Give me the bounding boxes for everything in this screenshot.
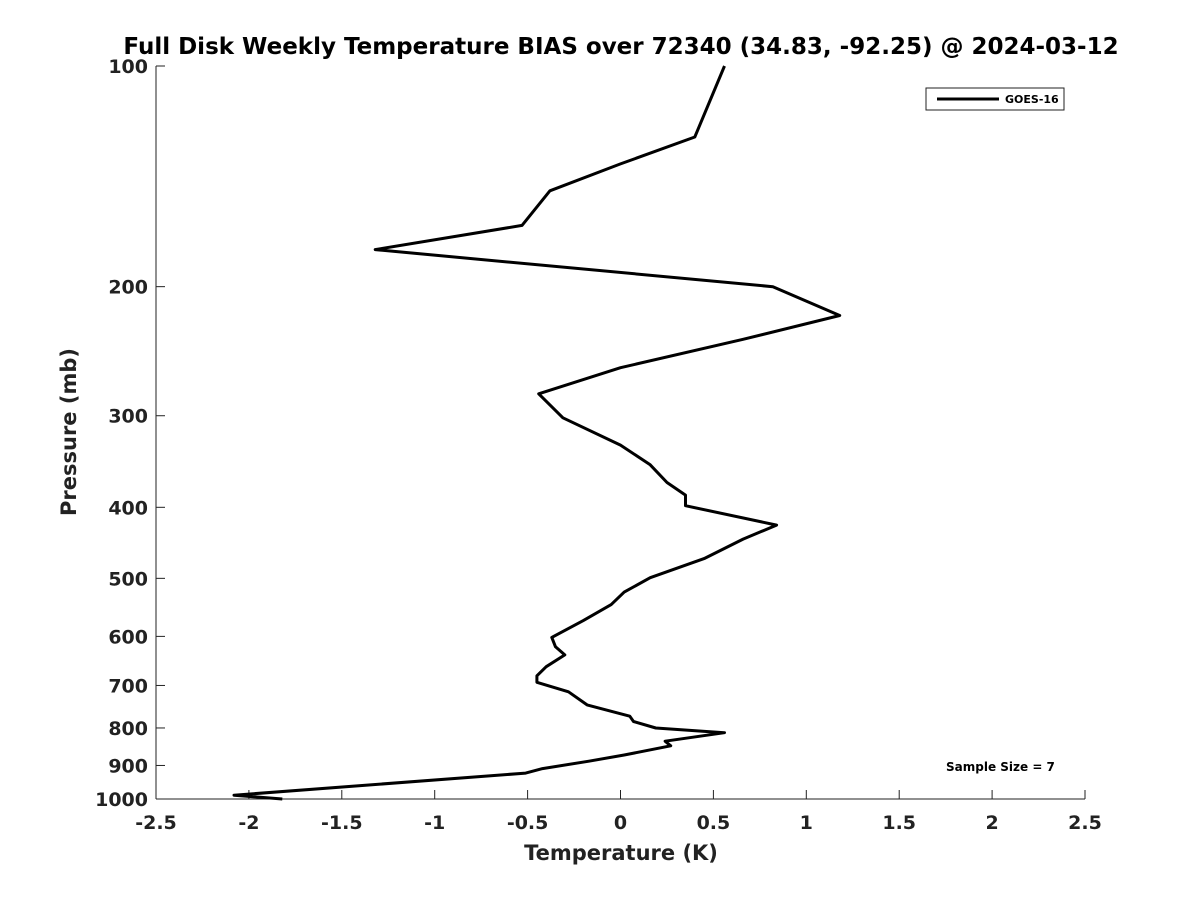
x-tick-label: -0.5 [507, 812, 549, 834]
chart-title: Full Disk Weekly Temperature BIAS over 7… [123, 34, 1118, 60]
y-tick-label: 1000 [95, 789, 148, 811]
y-tick-label: 800 [108, 718, 148, 740]
x-tick-label: 0.5 [697, 812, 731, 834]
legend-label-goes-16: GOES-16 [1005, 93, 1059, 106]
y-tick-label: 200 [108, 277, 148, 299]
sample-size-annotation: Sample Size = 7 [946, 760, 1055, 774]
y-axis-ticks: 100 200 300 400 500 600 700 800 900 1000 [95, 56, 165, 811]
y-tick-label: 400 [108, 497, 148, 519]
y-tick-label: 700 [108, 675, 148, 697]
x-tick-label: -1.5 [321, 812, 363, 834]
plot-area [155, 66, 1085, 800]
x-tick-label: -1 [424, 812, 445, 834]
x-axis-label: Temperature (K) [524, 841, 718, 865]
y-tick-label: 600 [108, 626, 148, 648]
series-layer [232, 65, 842, 801]
x-tick-label: -2 [238, 812, 259, 834]
series-line-goes-16 [232, 65, 842, 801]
y-tick-label: 300 [108, 406, 148, 428]
x-tick-label: 2.5 [1068, 812, 1102, 834]
legend: GOES-16 [925, 87, 1065, 111]
y-tick-label: 900 [108, 755, 148, 777]
y-tick-label: 500 [108, 568, 148, 590]
x-tick-label: 2 [985, 812, 998, 834]
y-tick-label: 100 [108, 56, 148, 78]
y-axis-label: Pressure (mb) [57, 348, 81, 516]
x-tick-label: 1 [800, 812, 813, 834]
x-tick-label: 0 [614, 812, 627, 834]
x-tick-label: 1.5 [882, 812, 916, 834]
x-tick-label: -2.5 [135, 812, 177, 834]
x-axis-ticks: -2.5 -2 -1.5 -1 -0.5 0 0.5 1 1.5 2 2.5 [135, 790, 1102, 834]
